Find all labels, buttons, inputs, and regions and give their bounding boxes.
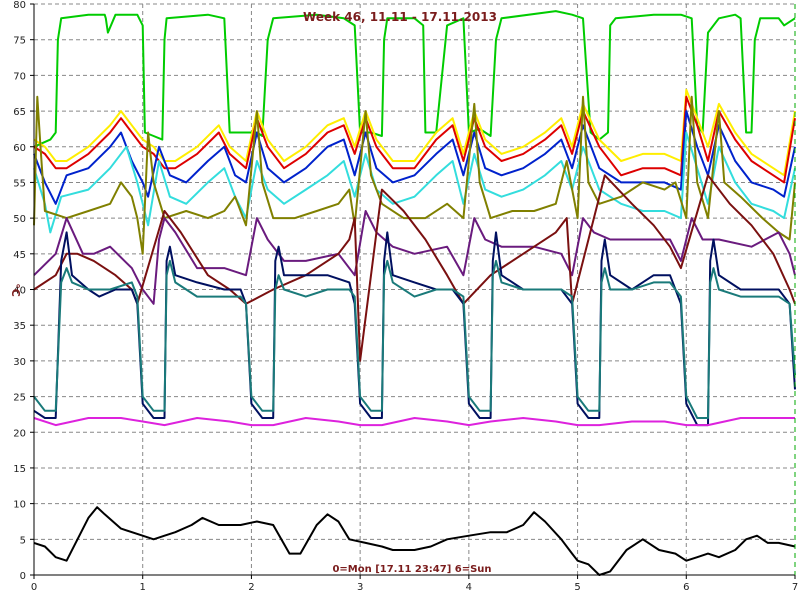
series-line-11 — [33, 417, 795, 427]
y-tick-label: 35 — [13, 321, 26, 332]
y-tick-label: 45 — [13, 250, 26, 261]
x-tick-label: 0 — [31, 582, 37, 593]
series-line-6 — [33, 95, 796, 255]
x-tick-label: 3 — [357, 582, 363, 593]
x-tick-label: 6 — [683, 582, 689, 593]
series-line-5 — [33, 131, 796, 234]
y-tick-label: 0 — [20, 571, 26, 582]
x-tick-label: 4 — [466, 582, 472, 593]
y-tick-label: 20 — [13, 428, 26, 439]
y-tick-label: 30 — [13, 357, 26, 368]
x-tick-label: 5 — [574, 582, 580, 593]
chart-title: Week 46, 11.11 - 17.11.2013 — [303, 10, 497, 24]
y-tick-label: 5 — [20, 535, 26, 546]
grid — [34, 3, 795, 575]
y-tick-label: 10 — [13, 500, 26, 511]
x-tick-label: 7 — [792, 582, 798, 593]
y-tick-label: 50 — [13, 214, 26, 225]
y-tick-label: 65 — [13, 107, 26, 118]
chart-footer: 0=Mon [17.11 23:47] 6=Sun — [332, 564, 491, 575]
series-line-1 — [33, 10, 796, 148]
y-tick-label: 25 — [13, 393, 26, 404]
series-lines — [33, 10, 796, 576]
series-line-9 — [33, 231, 796, 427]
y-tick-label: 55 — [13, 178, 26, 189]
series-line-12 — [33, 506, 796, 576]
y-tick-label: 60 — [13, 143, 26, 154]
y-tick-label: 75 — [13, 36, 26, 47]
y-axis-label: °C — [9, 283, 22, 297]
series-line-7 — [33, 210, 796, 305]
y-tick-label: 80 — [13, 0, 26, 11]
y-tick-label: 70 — [13, 71, 26, 82]
y-tick-label: 40 — [13, 286, 26, 297]
series-line-10 — [33, 259, 796, 419]
y-tick-label: 15 — [13, 464, 26, 475]
x-tick-label: 2 — [248, 582, 254, 593]
x-tick-label: 1 — [140, 582, 146, 593]
